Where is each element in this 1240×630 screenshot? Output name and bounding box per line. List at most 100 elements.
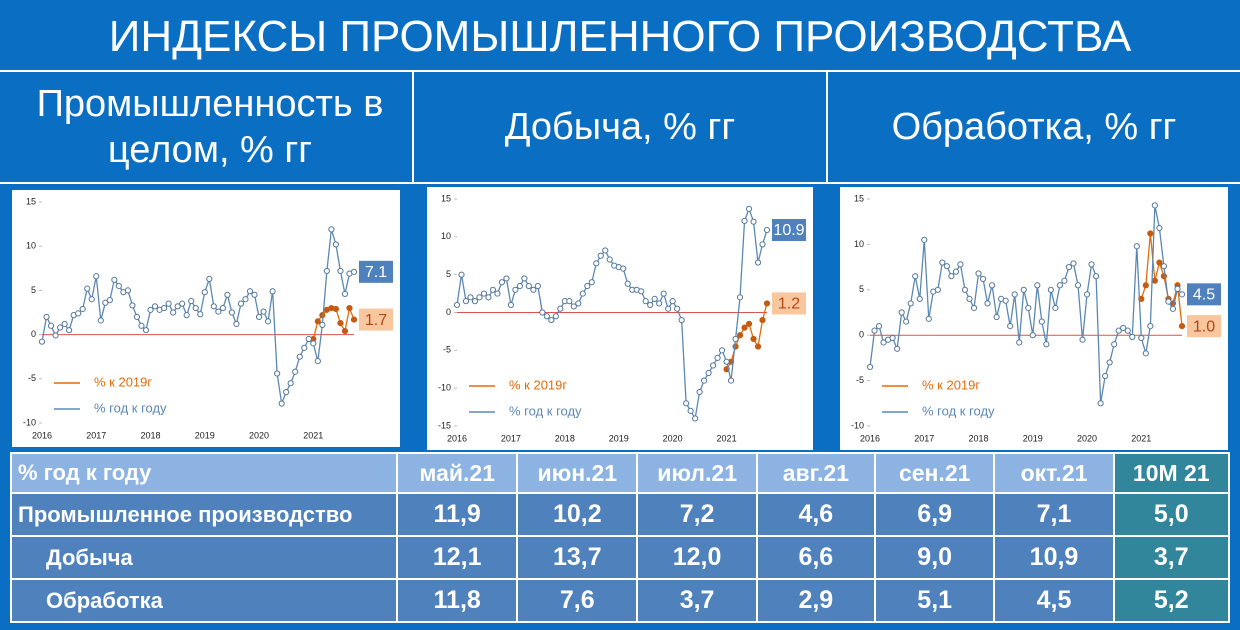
point [471, 298, 479, 305]
point [912, 273, 919, 280]
table-cell: 3,7 [636, 578, 758, 623]
point [319, 321, 326, 328]
point [115, 282, 122, 290]
point [516, 282, 523, 290]
point [745, 205, 753, 212]
point [1016, 339, 1023, 346]
point [1047, 286, 1054, 293]
x-tick-label: 2019 [609, 433, 629, 443]
table-cell: 12,0 [636, 535, 758, 580]
y-tick-label: 0 [31, 329, 36, 339]
point [543, 313, 550, 320]
point [1029, 332, 1036, 339]
point [197, 311, 204, 318]
point [503, 275, 510, 282]
point [718, 347, 726, 354]
point [575, 300, 582, 307]
point [674, 305, 681, 312]
y-tick-label: 15 [26, 196, 36, 206]
point [133, 313, 141, 321]
point [489, 286, 497, 293]
y-tick-label: 5 [859, 284, 864, 294]
point [754, 259, 762, 266]
point [1002, 297, 1009, 304]
point [323, 267, 330, 275]
y-tick-label: 10 [26, 241, 36, 251]
point [66, 327, 73, 334]
point [332, 241, 340, 248]
y-tick-label: 0 [859, 330, 864, 340]
divider [412, 72, 414, 182]
point [160, 304, 168, 312]
panel-header: Обработка, % гг [891, 106, 1177, 148]
point [1034, 282, 1041, 289]
point [1102, 372, 1109, 380]
point [866, 363, 874, 371]
point [1142, 350, 1149, 357]
point [332, 305, 340, 313]
table-cell: 9,0 [873, 535, 996, 580]
point [907, 300, 914, 307]
point [97, 317, 104, 324]
point [1007, 323, 1014, 330]
label-box [772, 292, 806, 315]
point [138, 322, 145, 329]
point [1020, 286, 1027, 293]
table-cell: 5,0 [1112, 492, 1231, 537]
point [179, 300, 186, 307]
point [305, 335, 312, 343]
point [124, 287, 132, 294]
point [898, 309, 905, 316]
x-tick-label: 2018 [141, 430, 161, 440]
point [961, 286, 969, 293]
point [183, 312, 190, 319]
point [727, 377, 735, 384]
point [736, 294, 744, 301]
point [93, 273, 100, 280]
point [111, 276, 118, 283]
point [260, 308, 267, 315]
point [224, 291, 231, 298]
y-tick-label: -5 [28, 373, 36, 383]
point [579, 290, 586, 297]
point [1111, 341, 1118, 348]
point [665, 305, 672, 312]
point [1011, 291, 1018, 298]
point [1151, 277, 1158, 284]
point [984, 300, 991, 307]
x-tick-label: 2017 [501, 433, 521, 443]
point [593, 260, 600, 267]
point [237, 300, 245, 307]
y-tick-label: 0 [446, 307, 451, 317]
point [1038, 318, 1045, 325]
point [206, 275, 213, 283]
end-label: 1.0 [1193, 318, 1215, 335]
point [1092, 273, 1100, 280]
point [647, 301, 654, 309]
label-box [359, 260, 393, 283]
point [1070, 260, 1077, 267]
point [56, 324, 64, 331]
y-tick-label: -5 [443, 345, 451, 355]
point [47, 322, 55, 329]
point [1043, 341, 1050, 348]
point [988, 282, 996, 289]
y-tick-label: 5 [31, 285, 36, 295]
table-cell: 3,7 [1112, 535, 1231, 580]
point [1156, 224, 1163, 232]
point [314, 318, 321, 325]
point [106, 297, 113, 304]
table-cell: Добыча [9, 535, 399, 580]
point [165, 300, 172, 307]
point [1138, 334, 1145, 342]
table-cell: 10,9 [993, 535, 1115, 580]
y-tick-label: 5 [446, 269, 451, 279]
point [337, 320, 344, 327]
point [75, 310, 82, 317]
point [228, 309, 236, 316]
panel-header: Промышленность в целом, % гг [36, 83, 384, 171]
point [319, 312, 326, 319]
table-cell: Промышленное производство [9, 492, 399, 537]
point [525, 282, 532, 290]
point [1174, 285, 1181, 292]
